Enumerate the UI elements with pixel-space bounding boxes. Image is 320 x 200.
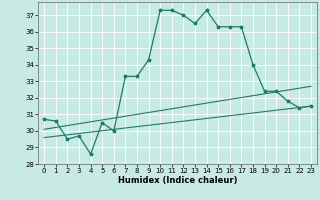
X-axis label: Humidex (Indice chaleur): Humidex (Indice chaleur) <box>118 176 237 185</box>
